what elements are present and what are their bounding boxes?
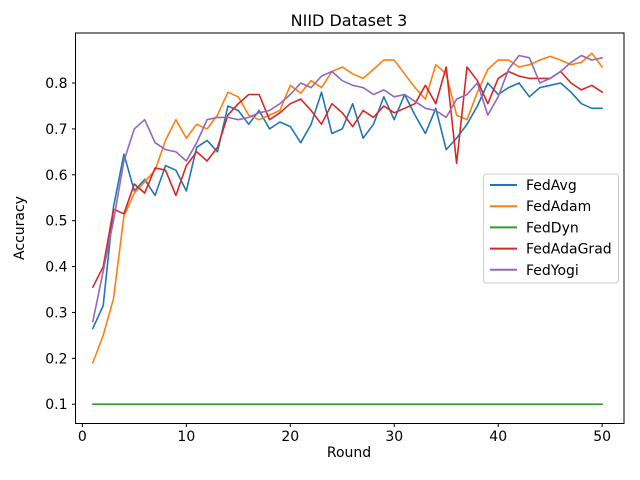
x-axis-label: Round xyxy=(327,445,371,461)
x-tick-label: 50 xyxy=(593,429,611,445)
y-tick-label: 0.6 xyxy=(45,168,67,184)
series-line-fedyogi xyxy=(92,54,604,323)
legend-label-fedyogi: FedYogi xyxy=(526,263,579,279)
y-axis-label: Accuracy xyxy=(12,196,28,260)
series-line-fedadam xyxy=(92,52,604,364)
legend-label-fedadam: FedAdam xyxy=(526,199,591,215)
y-tick-label: 0.3 xyxy=(45,305,67,321)
series-line-fedadagrad xyxy=(92,66,604,289)
y-tick-label: 0.8 xyxy=(45,76,67,92)
x-tick-label: 30 xyxy=(385,429,403,445)
y-tick-label: 0.4 xyxy=(45,260,67,276)
series-line-fedavg xyxy=(92,82,604,330)
x-tick-label: 0 xyxy=(78,429,87,445)
y-tick-label: 0.5 xyxy=(45,214,67,230)
x-tick-label: 20 xyxy=(281,429,299,445)
y-tick-label: 0.1 xyxy=(45,397,67,413)
y-tick-label: 0.7 xyxy=(45,122,67,138)
legend-label-fedavg: FedAvg xyxy=(526,178,577,194)
legend-box xyxy=(483,173,619,284)
x-tick-label: 40 xyxy=(489,429,507,445)
axes-frame xyxy=(75,32,625,424)
legend-label-feddyn: FedDyn xyxy=(526,220,579,236)
chart-title: NIID Dataset 3 xyxy=(291,11,408,30)
plot-area: 0 10 20 30 40 50 0.1 0.2 0.3 0.4 0.5 0.6 0.7 0.8 FedAv… xyxy=(45,32,625,445)
legend-label-fedadagrad: FedAdaGrad xyxy=(526,242,612,258)
x-tick-label: 10 xyxy=(177,429,195,445)
y-tick-label: 0.2 xyxy=(45,351,67,367)
